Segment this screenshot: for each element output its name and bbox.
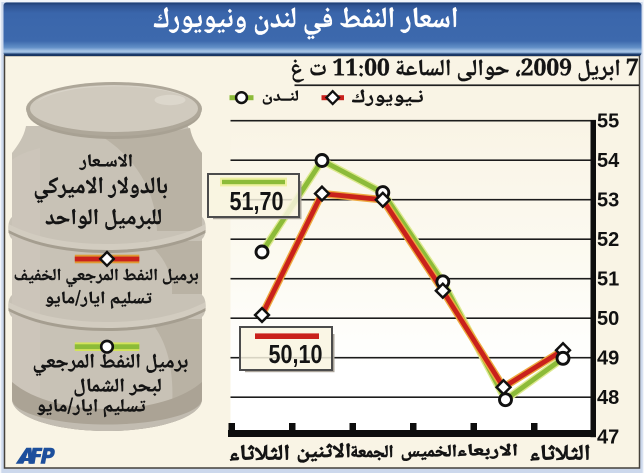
svg-text:53: 53: [597, 190, 619, 212]
svg-text:47: 47: [597, 427, 619, 449]
svg-text:51: 51: [597, 269, 619, 291]
svg-text:54: 54: [597, 150, 620, 172]
svg-text:50: 50: [597, 308, 619, 330]
svg-text:50,10: 50,10: [269, 339, 323, 369]
svg-text:51,70: 51,70: [230, 186, 284, 216]
svg-text:49: 49: [597, 348, 619, 370]
svg-text:48: 48: [597, 387, 619, 409]
svg-text:55: 55: [597, 111, 619, 133]
svg-text:52: 52: [597, 229, 619, 251]
